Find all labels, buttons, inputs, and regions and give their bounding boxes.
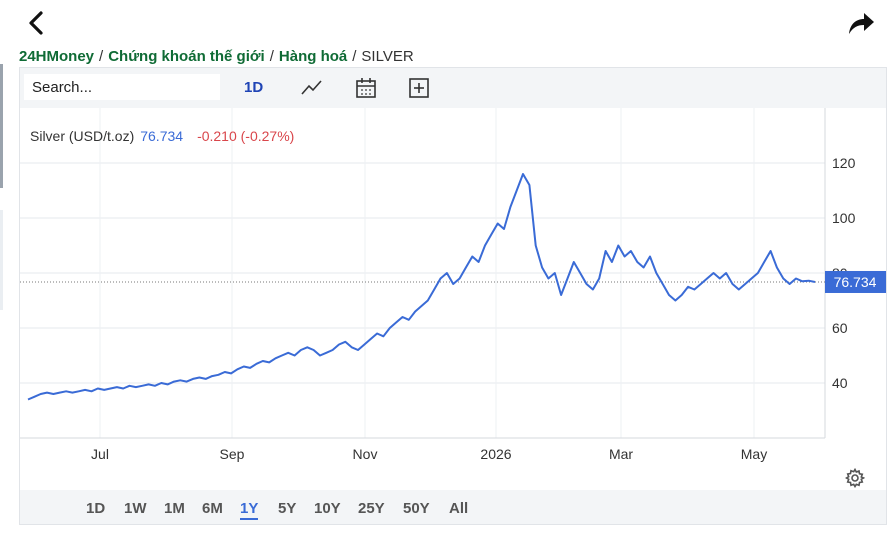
- search-input[interactable]: [24, 74, 220, 100]
- chart-widget: 1D 406080100120JulSepNov2026MarMay76.734…: [19, 67, 887, 525]
- y-tick-label: 120: [832, 155, 856, 171]
- chart-legend: Silver (USD/t.oz) 76.734 -0.210 (-0.27%): [30, 128, 294, 144]
- range-button-50y[interactable]: 50Y: [403, 500, 430, 517]
- interval-selector[interactable]: 1D: [244, 79, 264, 96]
- gear-icon[interactable]: [845, 468, 865, 488]
- range-button-all[interactable]: All: [449, 500, 469, 517]
- range-button-6m[interactable]: 6M: [202, 500, 223, 517]
- breadcrumb-current: SILVER: [361, 48, 414, 65]
- back-arrow-icon[interactable]: [22, 8, 52, 38]
- y-tick-label: 40: [832, 375, 848, 391]
- chart-area[interactable]: 406080100120JulSepNov2026MarMay76.734 Si…: [20, 108, 886, 490]
- price-chart[interactable]: 406080100120JulSepNov2026MarMay76.734: [20, 108, 886, 490]
- legend-price: 76.734: [140, 128, 184, 144]
- range-button-1w[interactable]: 1W: [124, 500, 147, 517]
- breadcrumb-item-commodities[interactable]: Hàng hoá: [278, 48, 348, 65]
- x-tick-label: Nov: [353, 446, 378, 462]
- breadcrumb-item-24hmoney[interactable]: 24HMoney: [19, 48, 95, 65]
- calendar-icon[interactable]: [354, 77, 378, 99]
- top-bar: [0, 0, 895, 46]
- legend-symbol: Silver (USD/t.oz): [30, 128, 135, 144]
- range-selector: 1D 1W 1M 6M 1Y 5Y 10Y 25Y 50Y All: [20, 490, 886, 524]
- share-icon[interactable]: [845, 8, 877, 38]
- range-button-25y[interactable]: 25Y: [358, 500, 385, 517]
- range-button-10y[interactable]: 10Y: [314, 500, 341, 517]
- range-button-5y[interactable]: 5Y: [278, 500, 297, 517]
- chart-toolbar: 1D: [20, 68, 886, 108]
- x-tick-label: Sep: [220, 446, 245, 462]
- range-button-1y[interactable]: 1Y: [240, 500, 259, 520]
- range-button-1d[interactable]: 1D: [86, 500, 106, 517]
- x-tick-label: Mar: [609, 446, 633, 462]
- y-tick-label: 60: [832, 320, 848, 336]
- line-chart-icon[interactable]: [300, 77, 324, 99]
- y-tick-label: 100: [832, 210, 856, 226]
- left-edge-decoration-2: [0, 210, 3, 310]
- plus-box-icon[interactable]: [407, 77, 431, 99]
- x-tick-label: Jul: [91, 446, 109, 462]
- breadcrumb-item-world-stocks[interactable]: Chứng khoán thế giới: [108, 48, 265, 65]
- range-button-1m[interactable]: 1M: [164, 500, 185, 517]
- x-tick-label: 2026: [480, 446, 511, 462]
- price-series-line: [27, 173, 816, 401]
- price-tag-box: [825, 270, 886, 293]
- price-tag-label: 76.734: [834, 274, 877, 290]
- breadcrumb-separator: /: [99, 48, 104, 65]
- breadcrumb-separator: /: [352, 48, 357, 65]
- breadcrumb-separator: /: [269, 48, 274, 65]
- breadcrumb: 24HMoney / Chứng khoán thế giới / Hàng hoá / S…: [19, 48, 414, 65]
- legend-change: -0.210 (-0.27%): [197, 128, 295, 144]
- x-tick-label: May: [741, 446, 767, 462]
- left-edge-decoration: [0, 64, 3, 188]
